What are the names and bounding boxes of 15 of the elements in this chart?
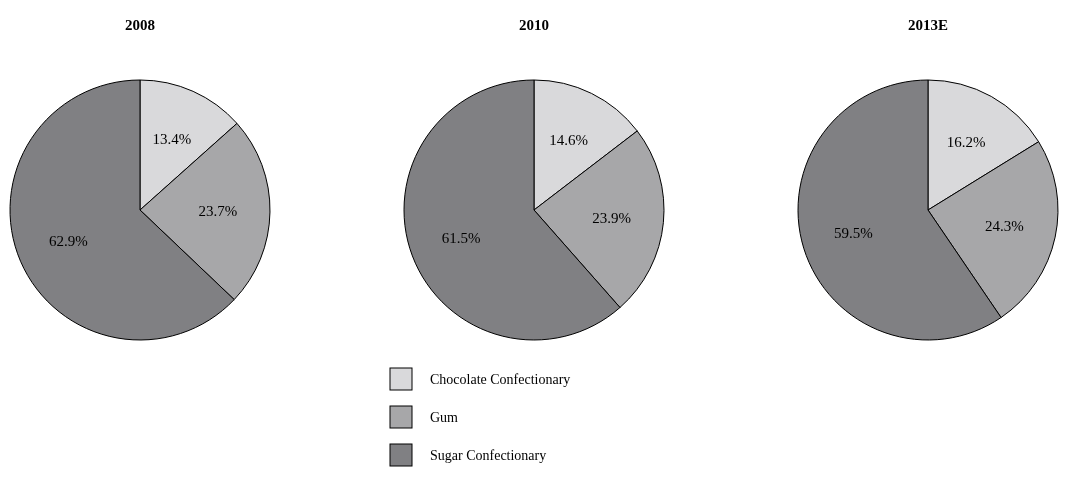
data-label: 16.2% bbox=[946, 133, 986, 150]
chart-title: 2010 bbox=[519, 17, 549, 33]
data-label: 59.5% bbox=[834, 224, 873, 241]
legend-label: Gum bbox=[430, 409, 459, 425]
legend-label: Chocolate Confectionary bbox=[430, 371, 571, 387]
chart-title: 2013E bbox=[907, 17, 949, 33]
data-label: 23.7% bbox=[198, 203, 238, 220]
data-label: 14.6% bbox=[549, 132, 588, 149]
data-label: 61.5% bbox=[441, 229, 481, 246]
legend-label: Sugar Confectionary bbox=[430, 447, 547, 463]
data-label: 62.9% bbox=[48, 232, 88, 249]
chart-title: 2008 bbox=[125, 17, 155, 33]
data-label: 23.9% bbox=[592, 209, 632, 226]
data-label: 24.3% bbox=[984, 218, 1024, 235]
data-label: 13.4% bbox=[152, 130, 192, 147]
